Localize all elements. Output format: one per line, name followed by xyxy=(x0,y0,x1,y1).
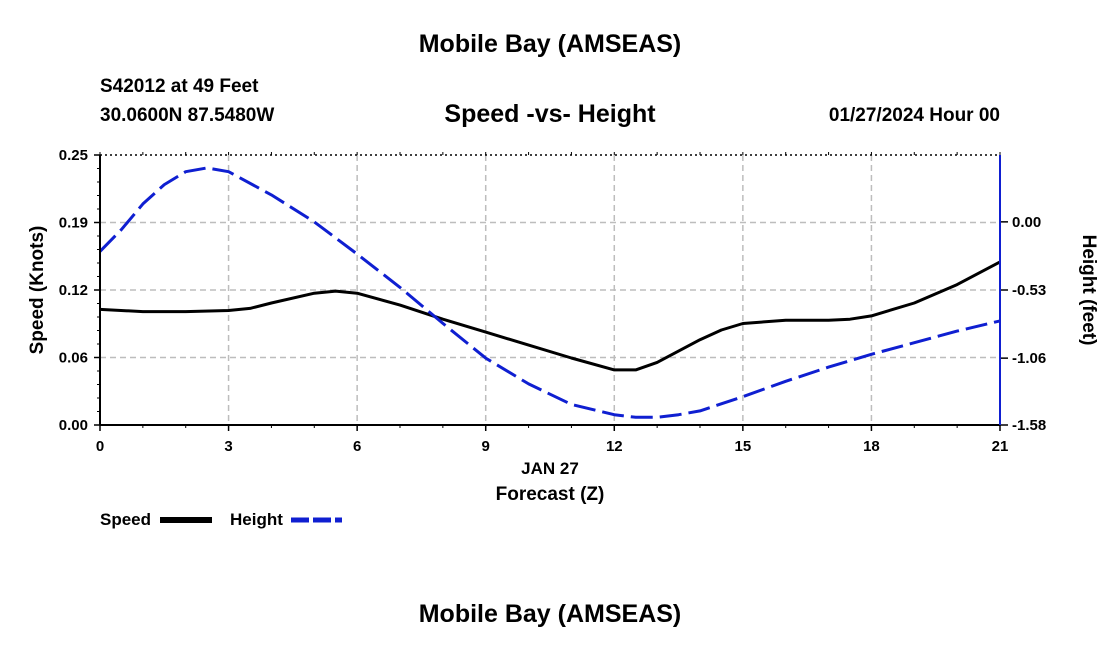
x-tick-label: 0 xyxy=(96,438,104,455)
x-tick-label: 12 xyxy=(606,438,623,455)
series-layer xyxy=(98,166,1001,419)
tick-layer: 0 3 6 9 12 15 18 21 0.00 0.06 0.12 0.19 0.25 -1.58 -1.… xyxy=(59,147,1046,455)
grid-layer xyxy=(100,155,1000,425)
x-tick-label: 15 xyxy=(735,438,752,455)
frame-layer xyxy=(99,154,1001,426)
station-coordinates: 30.0600N 87.5480W xyxy=(100,105,275,126)
legend-label-speed: Speed xyxy=(100,510,151,529)
y-left-tick-label: 0.25 xyxy=(59,147,88,164)
y-right-tick-label: -1.06 xyxy=(1012,350,1046,367)
y-axis-label-right: Height (feet) xyxy=(1078,235,1099,346)
y-right-tick-label: -0.53 xyxy=(1012,282,1046,299)
x-tick-label: 18 xyxy=(863,438,880,455)
label-layer: JAN 27 Forecast (Z) Speed (Knots) Height… xyxy=(27,226,1099,505)
chart-title: Mobile Bay (AMSEAS) xyxy=(418,30,682,58)
y-right-tick-label: 0.00 xyxy=(1012,214,1041,231)
legend: Speed Height xyxy=(100,510,342,529)
x-date-label: JAN 27 xyxy=(521,459,579,478)
series-line-speed xyxy=(99,260,1001,372)
series-line-height xyxy=(98,166,1001,419)
y-left-tick-label: 0.19 xyxy=(59,215,88,232)
legend-label-height: Height xyxy=(230,510,283,529)
x-tick-label: 9 xyxy=(482,438,490,455)
y-right-tick-label: -1.58 xyxy=(1012,417,1046,434)
y-axis-label-left: Speed (Knots) xyxy=(27,226,48,355)
second-chart-title: Mobile Bay (AMSEAS) xyxy=(418,600,682,628)
x-tick-label: 3 xyxy=(224,438,232,455)
y-left-tick-label: 0.12 xyxy=(59,282,88,299)
chart-subtitle: Speed -vs- Height xyxy=(444,100,656,128)
x-tick-label: 21 xyxy=(992,438,1009,455)
station-label: S42012 at 49 Feet xyxy=(100,76,259,97)
x-tick-label: 6 xyxy=(353,438,361,455)
y-left-tick-label: 0.06 xyxy=(59,350,88,367)
y-left-tick-label: 0.00 xyxy=(59,417,88,434)
forecast-datetime: 01/27/2024 Hour 00 xyxy=(828,105,1000,126)
x-axis-label: Forecast (Z) xyxy=(496,484,605,505)
